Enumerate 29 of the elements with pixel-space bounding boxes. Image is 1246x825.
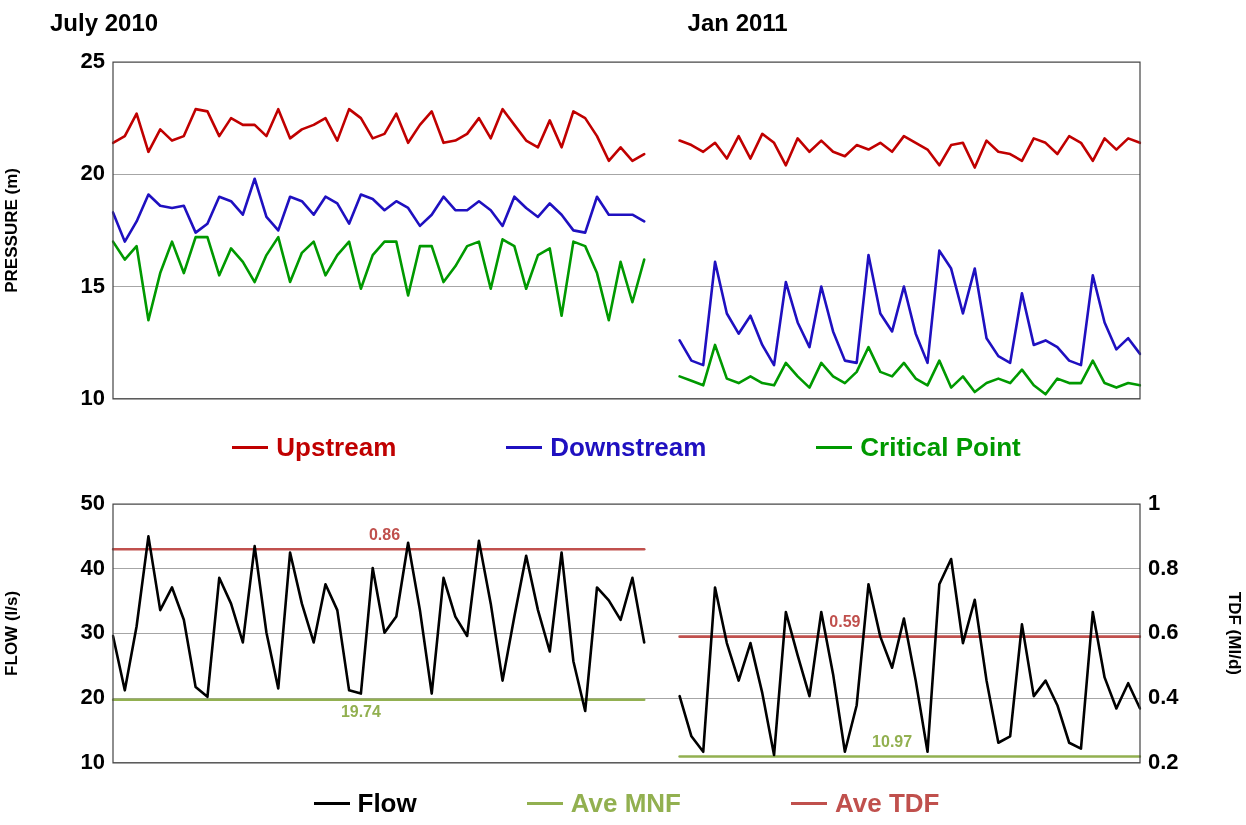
y2-tick-label: 0.6	[1148, 619, 1179, 645]
y-axis-title: FLOW (l/s)	[1, 590, 21, 676]
y2-tick-label: 0.4	[1148, 684, 1180, 710]
legend-label: Critical Point	[860, 432, 1021, 463]
data-label: 10.97	[872, 732, 913, 750]
y-axis-title: PRESSURE (m)	[1, 168, 21, 293]
y-tick-label: 10	[80, 748, 105, 774]
legend-label: Ave MNF	[570, 788, 681, 819]
legend-label: Upstream	[276, 432, 397, 463]
y-tick-label: 15	[80, 272, 105, 298]
data-label: 19.74	[340, 703, 382, 721]
legend-label: Downstream	[550, 432, 707, 463]
y-tick-label: 50	[80, 490, 105, 516]
y2-tick-label: 1	[1148, 490, 1161, 516]
data-label: 0.86	[368, 525, 401, 543]
legend-label: Flow	[357, 788, 417, 819]
y2-tick-label: 0.2	[1148, 748, 1179, 774]
text: July 2010	[50, 8, 159, 36]
y-tick-label: 25	[80, 48, 105, 74]
y-tick-label: 40	[80, 554, 105, 580]
text: Jan 2011	[687, 8, 788, 36]
y-tick-label: 10	[80, 384, 105, 410]
y-tick-label: 20	[80, 684, 105, 710]
y2-tick-label: 0.8	[1148, 554, 1179, 580]
legend-label: Ave TDF	[835, 788, 940, 819]
y-tick-label: 20	[80, 160, 105, 186]
y-tick-label: 30	[80, 619, 105, 645]
data-label: 0.59	[829, 613, 861, 631]
y2-axis-title: TDF (Ml/d)	[1225, 591, 1245, 675]
